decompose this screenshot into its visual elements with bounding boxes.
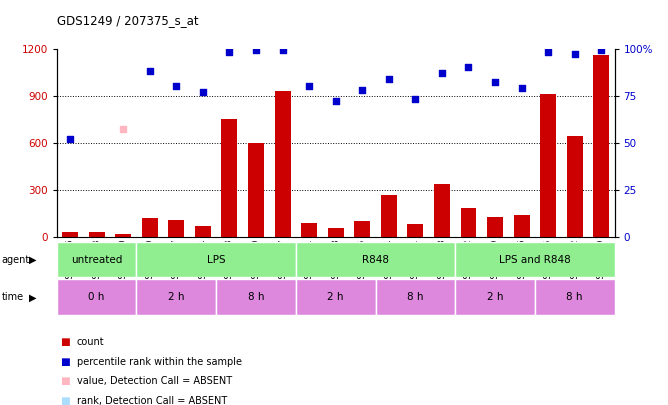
- Bar: [62, 232, 78, 237]
- Point: [331, 98, 341, 104]
- Bar: [455, 242, 615, 277]
- Text: 8 h: 8 h: [566, 292, 583, 302]
- Point: [357, 87, 367, 93]
- Bar: [407, 224, 424, 237]
- Bar: [115, 234, 131, 237]
- Text: untreated: untreated: [71, 255, 122, 264]
- Text: ■: ■: [60, 357, 70, 367]
- Text: percentile rank within the sample: percentile rank within the sample: [77, 357, 242, 367]
- Point: [118, 126, 128, 132]
- Bar: [222, 119, 237, 237]
- Bar: [136, 279, 216, 315]
- Point: [198, 89, 208, 95]
- Bar: [275, 91, 291, 237]
- Bar: [142, 218, 158, 237]
- Point: [304, 83, 315, 90]
- Point: [277, 47, 288, 54]
- Text: LPS and R848: LPS and R848: [499, 255, 570, 264]
- Bar: [195, 226, 211, 237]
- Point: [144, 68, 155, 75]
- Bar: [460, 208, 476, 237]
- Bar: [593, 55, 609, 237]
- Bar: [455, 279, 535, 315]
- Bar: [301, 223, 317, 237]
- Bar: [136, 242, 296, 277]
- Point: [516, 85, 527, 92]
- Bar: [89, 232, 105, 237]
- Text: agent: agent: [1, 255, 29, 264]
- Bar: [540, 94, 556, 237]
- Text: 2 h: 2 h: [327, 292, 344, 302]
- Point: [463, 64, 474, 70]
- Bar: [434, 183, 450, 237]
- Point: [224, 49, 234, 55]
- Point: [437, 70, 448, 76]
- Point: [490, 79, 500, 86]
- Text: count: count: [77, 337, 104, 347]
- Text: ■: ■: [60, 337, 70, 347]
- Bar: [375, 279, 455, 315]
- Bar: [514, 215, 530, 237]
- Bar: [487, 217, 503, 237]
- Bar: [296, 279, 375, 315]
- Point: [383, 75, 394, 82]
- Bar: [381, 194, 397, 237]
- Bar: [328, 228, 343, 237]
- Point: [596, 47, 607, 54]
- Text: GDS1249 / 207375_s_at: GDS1249 / 207375_s_at: [57, 14, 198, 27]
- Text: R848: R848: [362, 255, 389, 264]
- Text: 2 h: 2 h: [487, 292, 503, 302]
- Point: [410, 96, 421, 103]
- Bar: [354, 221, 370, 237]
- Text: ■: ■: [60, 396, 70, 405]
- Text: ■: ■: [60, 376, 70, 386]
- Point: [543, 49, 554, 55]
- Bar: [248, 143, 264, 237]
- Text: time: time: [1, 292, 23, 302]
- Point: [250, 47, 261, 54]
- Text: ▶: ▶: [29, 255, 37, 264]
- Bar: [57, 279, 136, 315]
- Bar: [296, 242, 455, 277]
- Bar: [168, 220, 184, 237]
- Bar: [535, 279, 615, 315]
- Point: [171, 83, 182, 90]
- Text: LPS: LPS: [207, 255, 226, 264]
- Text: ▶: ▶: [29, 292, 37, 302]
- Text: rank, Detection Call = ABSENT: rank, Detection Call = ABSENT: [77, 396, 227, 405]
- Text: 8 h: 8 h: [407, 292, 424, 302]
- Bar: [566, 136, 582, 237]
- Text: 2 h: 2 h: [168, 292, 184, 302]
- Text: 8 h: 8 h: [248, 292, 265, 302]
- Bar: [57, 242, 136, 277]
- Text: 0 h: 0 h: [88, 292, 105, 302]
- Bar: [216, 279, 296, 315]
- Point: [569, 51, 580, 58]
- Point: [65, 136, 75, 142]
- Text: value, Detection Call = ABSENT: value, Detection Call = ABSENT: [77, 376, 232, 386]
